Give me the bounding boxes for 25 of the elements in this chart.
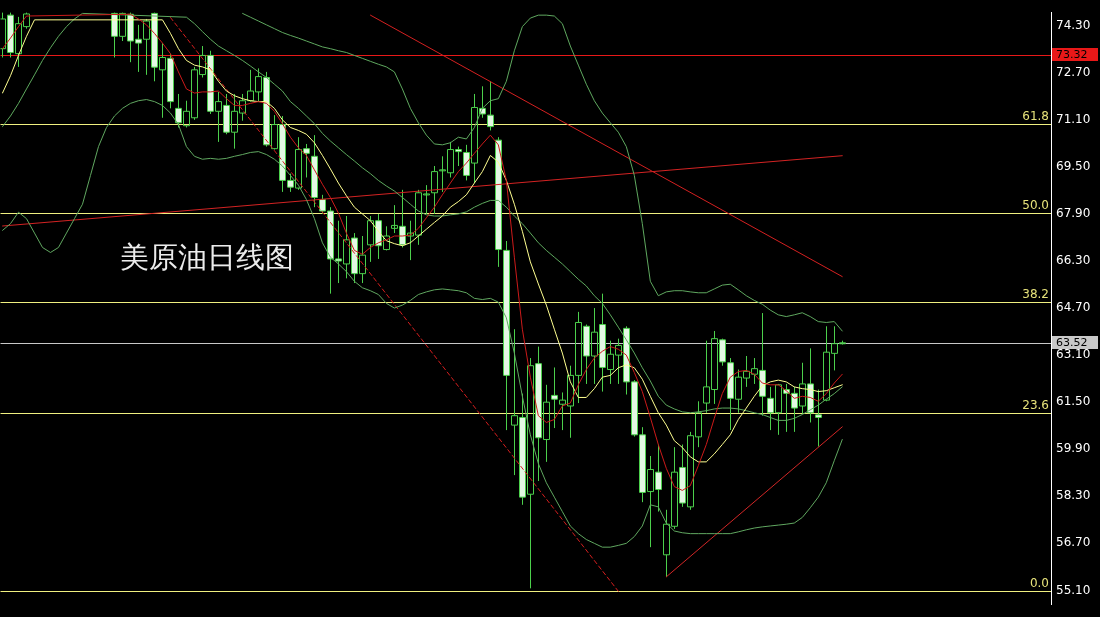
y-tick-label: 59.90 (1056, 441, 1091, 456)
candlestick (503, 240, 510, 431)
y-tick-label: 55.10 (1056, 582, 1091, 597)
candlestick (311, 134, 318, 208)
annotation: 38.2 (1022, 287, 1049, 302)
y-tick-label: 63.10 (1056, 347, 1091, 362)
y-tick-label: 56.70 (1056, 535, 1091, 550)
y-tick-label: 72.70 (1056, 64, 1091, 79)
annotation: 50.0 (1022, 198, 1049, 213)
y-tick-label: 61.50 (1056, 394, 1091, 409)
y-tick-label: 71.10 (1056, 111, 1091, 126)
y-tick-label: 64.70 (1056, 300, 1091, 315)
ref-line-label: 73.32 (1056, 47, 1088, 61)
y-tick-label: 74.30 (1056, 17, 1091, 32)
annotation: 23.6 (1022, 397, 1049, 412)
annotation: 0.0 (1029, 576, 1049, 591)
ref-line-label: 63.52 (1056, 335, 1088, 349)
y-tick-label: 66.30 (1056, 253, 1091, 268)
candlestick (431, 165, 438, 215)
candlestick (495, 136, 502, 268)
y-tick-label: 69.50 (1056, 159, 1091, 174)
text: 美原油日线图 (120, 240, 294, 274)
annotation: 61.8 (1022, 109, 1049, 124)
y-tick-label: 67.90 (1056, 206, 1091, 221)
y-tick-label: 58.30 (1056, 488, 1091, 503)
